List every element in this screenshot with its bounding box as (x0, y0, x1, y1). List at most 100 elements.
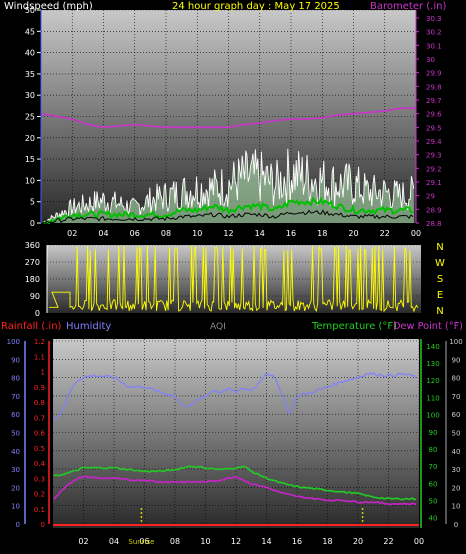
direction-series (49, 245, 419, 313)
barometer-tick-label: 29.3 (426, 152, 442, 160)
aqi-label: AQI (210, 322, 226, 332)
humidity-tick-label: 80 (11, 375, 20, 383)
rainfall-tick-label: 0.8 (34, 399, 45, 407)
dewpoint-tick-label: 20 (452, 484, 461, 492)
direction-tick-label: 90 (30, 292, 40, 301)
barometer-tick-label: 30.3 (426, 15, 442, 23)
barometer-tick-label: 30.2 (426, 29, 442, 37)
barometer-tick-label: 29.1 (426, 179, 442, 187)
barometer-tick-label: 28.8 (426, 220, 442, 228)
wind-lull-line (42, 209, 414, 224)
wind-direction-line (49, 245, 419, 313)
graph-title: 24 hour graph day : May 17 2025 (172, 1, 340, 12)
rainfall-tick-label: 0.3 (34, 475, 45, 483)
dewpoint-tick-label: 90 (452, 356, 461, 364)
wind-tick-label: 5 (30, 198, 35, 207)
barometer-tick-label: 29 (426, 193, 435, 201)
wind-x-tick-label: 02 (67, 229, 77, 238)
rainfall-tick-label: 0.5 (34, 445, 45, 453)
temp-x-tick-label: 10 (200, 537, 210, 546)
humidity-tick-label: 20 (11, 484, 20, 492)
temp-plot-background (53, 339, 419, 528)
wind-tick-label: 45 (25, 27, 35, 36)
rainfall-tick-label: 1 (41, 369, 45, 377)
wind-x-tick-label: 12 (223, 229, 233, 238)
humidity-tick-label: 90 (11, 356, 20, 364)
temperature-line (53, 465, 417, 501)
compass-label: N (436, 306, 443, 317)
wind-gust-line (42, 148, 415, 223)
barometer-axis-title: Barometer (.in) (370, 1, 446, 12)
humidity-tick-label: 100 (7, 338, 20, 346)
wind-x-tick-label: 06 (130, 229, 140, 238)
temp-x-tick-label: 00 (414, 537, 424, 546)
temp-x-tick-label: 06 (139, 537, 149, 546)
wind-x-tick-label: 14 (255, 229, 265, 238)
wind-barometer-panel: 0 5 10 15 20 25 30 35 40 45 50 28.8 28.9 29 29.1 29.2 29… (4, 1, 446, 238)
rainfall-tick-label: 0 (41, 521, 45, 529)
wind-tick-label: 35 (25, 70, 35, 79)
dewpoint-line (53, 475, 417, 506)
barometer-tick-label: 30.1 (426, 42, 442, 50)
temp-x-tick-label: 08 (170, 537, 180, 546)
rainfall-tick-label: 0.9 (34, 384, 45, 392)
direction-tick-label: 360 (25, 241, 40, 250)
wind-average-line (42, 196, 414, 225)
temp-x-tick-label: 20 (353, 537, 363, 546)
humidity-tick-label: 30 (11, 466, 20, 474)
temperature-tick-label: 60 (429, 480, 438, 488)
humidity-tick-label: 60 (11, 411, 20, 419)
wind-x-tick-label: 16 (286, 229, 296, 238)
temperature-tick-label: 100 (426, 412, 439, 420)
barometer-tick-label: 29.9 (426, 70, 442, 78)
humidity-tick-label: 10 (11, 503, 20, 511)
wind-tick-label: 20 (25, 134, 35, 143)
wind-tick-label: 40 (25, 49, 35, 58)
wind-tick-label: 0 (30, 219, 35, 228)
wind-x-tick-label: 00 (411, 229, 421, 238)
temperature-tick-label: 40 (429, 515, 438, 523)
humidity-tick-label: 70 (11, 393, 20, 401)
wind-x-tick-label: 08 (161, 229, 171, 238)
temperature-tick-label: 50 (429, 498, 438, 506)
dewpoint-tick-label: 10 (452, 503, 461, 511)
wind-x-tick-label: 22 (380, 229, 390, 238)
wind-x-tick-label: 04 (98, 229, 108, 238)
barometer-tick-label: 29.8 (426, 83, 442, 91)
temp-humidity-panel: 010203040506070809010000.10.20.30.40.50.… (1, 321, 463, 546)
temperature-tick-label: 80 (429, 446, 438, 454)
dewpoint-tick-label: 60 (452, 411, 461, 419)
barometer-line (40, 107, 416, 129)
barometer-tick-label: 30 (426, 56, 435, 64)
rainfall-tick-label: 1.1 (34, 353, 45, 361)
humidity-line (53, 371, 417, 421)
direction-tick-label: 0 (35, 309, 40, 318)
temp-x-tick-label: 16 (292, 537, 302, 546)
windspeed-axis-title: Windspeed (mph) (4, 1, 93, 12)
rainfall-axis-title: Rainfall (.in) (1, 321, 62, 332)
temperature-axis-title: Temperature (°F) (311, 321, 397, 332)
direction-tick-label: 180 (25, 275, 40, 284)
dewpoint-tick-label: 40 (452, 448, 461, 456)
compass-label: N (436, 242, 443, 253)
wind-x-tick-label: 10 (192, 229, 202, 238)
temp-x-tick-label: 04 (109, 537, 119, 546)
wind-axes: 0 5 10 15 20 25 30 35 40 45 50 28.8 28.9 29 29.1 29.2 29… (25, 6, 442, 238)
rainfall-tick-label: 1.2 (34, 338, 45, 346)
wind-tick-label: 10 (25, 176, 35, 185)
wind-tick-label: 30 (25, 91, 35, 100)
temp-axes: 010203040506070809010000.10.20.30.40.50.… (7, 338, 463, 546)
temperature-tick-label: 70 (429, 463, 438, 471)
dewpoint-tick-label: 80 (452, 375, 461, 383)
temp-x-tick-label: 02 (78, 537, 88, 546)
humidity-tick-label: 50 (11, 430, 20, 438)
temperature-tick-label: 120 (426, 377, 439, 385)
wind-series (40, 107, 416, 225)
wind-x-tick-label: 18 (317, 229, 327, 238)
dewpoint-tick-label: 0 (454, 521, 458, 529)
rainfall-tick-label: 0.4 (34, 460, 46, 468)
rainfall-tick-label: 0.7 (34, 414, 45, 422)
